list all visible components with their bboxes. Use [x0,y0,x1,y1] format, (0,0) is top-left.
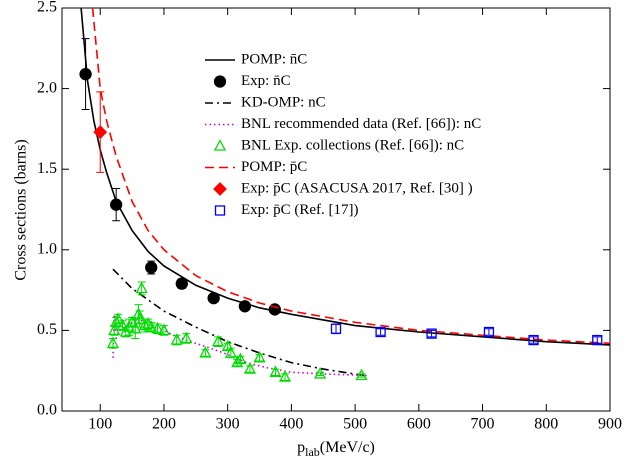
data-point [126,315,139,327]
x-label-main: p [297,439,305,456]
series-line [91,8,610,345]
data-point [528,334,539,346]
legend-swatch [213,182,227,196]
data-point [132,307,145,319]
error-bar [484,328,493,336]
legend-swatch [213,139,227,151]
data-point [330,323,342,334]
data-point [224,346,237,358]
y-tick-label: 0.0 [37,402,57,419]
error-bar [255,354,264,362]
data-point [175,277,188,290]
y-tick-label: 1.0 [37,240,57,257]
data-point [108,323,121,336]
data-point [426,328,437,339]
legend-label: BNL recommended data (Ref. [66]): nC [241,116,481,132]
data-point [79,67,92,81]
error-bar [281,373,290,381]
data-point [278,370,292,382]
legend-label: Exp: p̄C (Ref. [17]) [241,202,358,218]
data-point [355,368,368,381]
plot-frame [61,7,611,412]
legend-label: POMP: p̄C [241,159,307,175]
x-tick-label: 400 [279,416,303,433]
data-point [313,367,327,379]
legend-swatch [213,75,227,88]
data-point [145,320,158,332]
data-point [111,312,125,324]
y-tick-label: 2.0 [37,79,57,96]
y-tick-label: 0.5 [37,321,57,338]
data-point [231,355,244,368]
x-axis-label: plab(MeV/c) [297,439,375,459]
data-point [138,318,151,331]
data-point [592,334,603,346]
data-point [199,346,212,358]
y-tick-label: 1.5 [37,160,57,177]
data-point [151,321,164,334]
data-point [375,326,386,338]
x-tick-label: 500 [343,416,367,433]
error-bar [236,355,245,364]
error-bar [245,365,254,373]
data-point [207,292,220,305]
x-tick-label: 700 [471,416,495,433]
x-label-unit: (MeV/c) [320,439,375,456]
x-tick-label: 300 [216,416,240,433]
data-point [238,300,252,313]
data-point [483,326,495,338]
data-point [253,350,266,363]
error-bar [332,323,340,335]
data-point [221,339,234,352]
data-point [180,331,193,344]
data-point [129,321,142,334]
series-line [112,268,365,377]
data-point [269,365,282,377]
data-point [133,312,146,324]
data-point [135,281,148,294]
data-point [110,198,123,211]
y-axis-label: Cross sections (barns) [13,139,30,280]
data-point [93,125,108,140]
data-point [145,261,158,274]
error-bar [529,336,538,344]
legend-label: KD-OMP: nC [241,94,326,110]
data-point [157,323,171,336]
data-point [212,334,225,347]
legend-label: Exp: n̄C [241,73,291,89]
data-point [243,362,257,374]
legend-swatch [214,205,226,216]
series-line [80,8,610,346]
legend-label: BNL Exp. collections (Ref. [66]): nC [241,137,464,153]
legend-label: POMP: n̄C [241,51,307,67]
error-bar [376,328,385,336]
x-tick-label: 200 [152,416,176,433]
legend-label: Exp: p̄C (ASACUSA 2017, Ref. [30] ) [241,180,473,196]
error-bar [427,329,436,338]
y-tick-label: 2.5 [37,0,57,16]
error-bar [201,349,210,357]
x-label-sub: lab [305,445,320,459]
error-bar [271,368,280,377]
data-point [116,318,129,331]
x-tick-label: 600 [407,416,431,433]
x-tick-label: 800 [534,416,558,433]
error-bar [593,336,602,344]
x-tick-label: 100 [88,416,112,433]
data-point [234,352,247,365]
data-point [170,333,183,345]
data-point [106,336,120,348]
x-tick-label: 900 [598,416,622,433]
